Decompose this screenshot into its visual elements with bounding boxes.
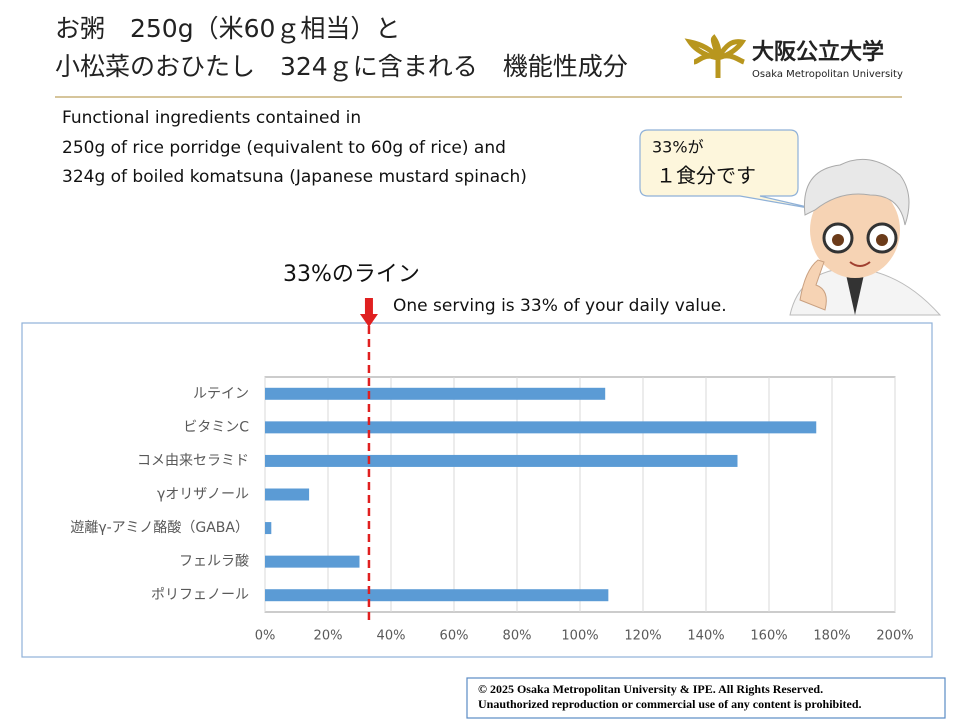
y-tick-label: 遊離γ-アミノ酪酸（GABA） — [70, 520, 249, 536]
character — [789, 158, 942, 316]
callout-line: 33%が — [652, 138, 704, 157]
x-tick-label: 180% — [813, 629, 850, 644]
x-tick-label: 80% — [503, 629, 532, 644]
logo-name: 大阪公立大学 — [752, 39, 884, 65]
y-tick-label: コメ由来セラミド — [137, 453, 249, 469]
bar — [265, 522, 272, 535]
chart-frame — [21, 322, 933, 658]
x-tick-label: 200% — [876, 629, 913, 644]
x-tick-label: 0% — [255, 629, 276, 644]
subtitle-line: 324g of boiled komatsuna (Japanese musta… — [62, 167, 527, 187]
x-tick-label: 60% — [440, 629, 469, 644]
title-line: お粥 250g（米60ｇ相当）と — [55, 14, 400, 43]
reference-label: 33%のライン — [283, 262, 420, 287]
logo: 大阪公立大学 Osaka Metropolitan University — [684, 34, 903, 80]
callout-line: １食分です — [656, 164, 756, 188]
callout: 33%が １食分です — [639, 129, 821, 211]
y-tick-label: ポリフェノール — [151, 587, 249, 603]
x-tick-label: 40% — [377, 629, 406, 644]
bar — [265, 387, 606, 400]
bar — [265, 454, 738, 467]
subtitle-line: 250g of rice porridge (equivalent to 60g… — [62, 138, 506, 158]
y-tick-label: フェルラ酸 — [179, 554, 249, 570]
logo-subname: Osaka Metropolitan University — [752, 69, 903, 80]
copyright-line: Unauthorized reproduction or commercial … — [478, 697, 862, 711]
bar — [265, 555, 360, 568]
x-tick-label: 140% — [687, 629, 724, 644]
bar — [265, 589, 609, 602]
y-tick-label: ルテイン — [193, 386, 249, 402]
x-tick-label: 120% — [624, 629, 661, 644]
subtitle-line: Functional ingredients contained in — [62, 108, 361, 128]
note: One serving is 33% of your daily value. — [393, 296, 727, 316]
reference-arrow — [359, 298, 378, 327]
bar — [265, 421, 817, 434]
y-tick-label: ビタミンC — [183, 419, 249, 435]
x-tick-label: 160% — [750, 629, 787, 644]
bar — [265, 488, 310, 501]
y-tick-label: γオリザノール — [157, 487, 249, 503]
copyright-line: © 2025 Osaka Metropolitan University & I… — [478, 682, 823, 696]
title-line: 小松菜のおひたし 324ｇに含まれる 機能性成分 — [55, 52, 628, 81]
copyright-box — [466, 677, 946, 719]
x-tick-label: 100% — [561, 629, 598, 644]
x-tick-label: 20% — [314, 629, 343, 644]
